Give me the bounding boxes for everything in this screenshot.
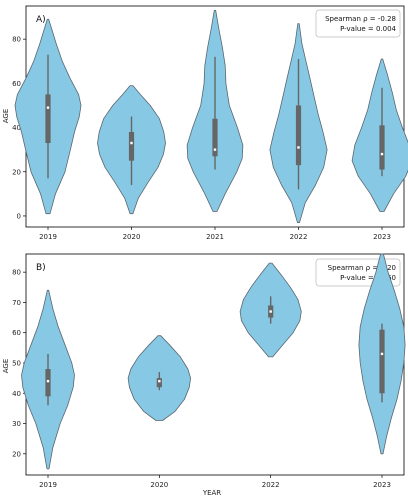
iqr-box-a-2023 [379,125,385,170]
panel-a-stats-box [315,9,401,38]
median-b-2022 [269,310,272,313]
panel-a: A) Spearman ρ = -0.28 P-value = 0.004 AG… [2,5,408,241]
median-b-2020 [158,379,161,383]
median-a-2023 [380,152,384,156]
median-b-2019 [46,379,50,383]
panel-b-spearman: Spearman ρ = 0.20 [328,264,396,272]
median-b-2023 [380,352,384,356]
panel-b-xtick-label: 2020 [150,481,168,489]
panel-b-ytick-label: 60 [12,329,21,337]
panel-b-xtick-label: 2023 [373,481,391,489]
median-a-2020 [130,141,133,145]
panel-b-xtick-label: 2022 [262,481,280,489]
panel-a-ytick-label: 40 [12,124,21,132]
iqr-box-b-2020 [156,378,162,388]
panel-b-ytick-label: 70 [12,299,21,307]
panel-b-xtick-label: 2019 [39,481,57,489]
panel-b-ylabel: AGE [2,359,10,374]
panel-b-label: B) [36,263,46,273]
panel-b-frame [25,253,405,476]
panel-a-xtick-label: 2019 [39,233,57,241]
panel-b-ytick-label: 80 [12,269,21,277]
panel-a-ytick-label: 20 [12,168,21,176]
panel-b-ytick-label: 50 [12,359,21,367]
median-a-2021 [213,148,217,151]
panel-a-xtick-label: 2020 [123,233,141,241]
panel-b-ytick-label: 30 [12,420,21,428]
panel-b-axes: 20 30 40 50 60 70 80 2019 2020 2022 2023 [12,269,391,489]
iqr-box-b-2023 [379,329,385,394]
iqr-box-a-2020 [128,131,135,161]
iqr-box-a-2022 [295,105,302,166]
panel-b: B) Spearman ρ = 0.20 P-value = 0.560 AGE… [2,253,406,497]
iqr-box-b-2019 [45,369,51,397]
panel-b-xlabel: YEAR [202,489,221,497]
panel-a-pvalue: P-value = 0.004 [340,25,396,33]
panel-a-ytick-label: 60 [12,80,21,88]
median-a-2022 [297,146,300,149]
panel-a-axes: 0 20 40 60 80 2019 2020 2021 2022 2023 [12,36,391,241]
panel-a-ytick-label: 0 [17,212,21,220]
panel-a-xtick-label: 2022 [290,233,308,241]
panel-b-ytick-label: 40 [12,390,21,398]
panel-a-violins [14,10,408,223]
panel-b-violins [21,253,406,470]
panel-a-ytick-label: 80 [12,36,21,44]
iqr-box-a-2021 [212,118,218,157]
panel-a-label: A) [36,15,46,25]
panel-a-xtick-label: 2023 [373,233,391,241]
median-a-2019 [46,106,50,109]
panel-a-spearman: Spearman ρ = -0.28 [325,15,396,23]
panel-a-xtick-label: 2021 [206,233,224,241]
panel-a-ylabel: AGE [2,109,10,124]
panel-b-ytick-label: 20 [12,450,21,458]
panel-b-pvalue: P-value = 0.560 [340,274,396,282]
iqr-box-a-2019 [45,94,51,144]
